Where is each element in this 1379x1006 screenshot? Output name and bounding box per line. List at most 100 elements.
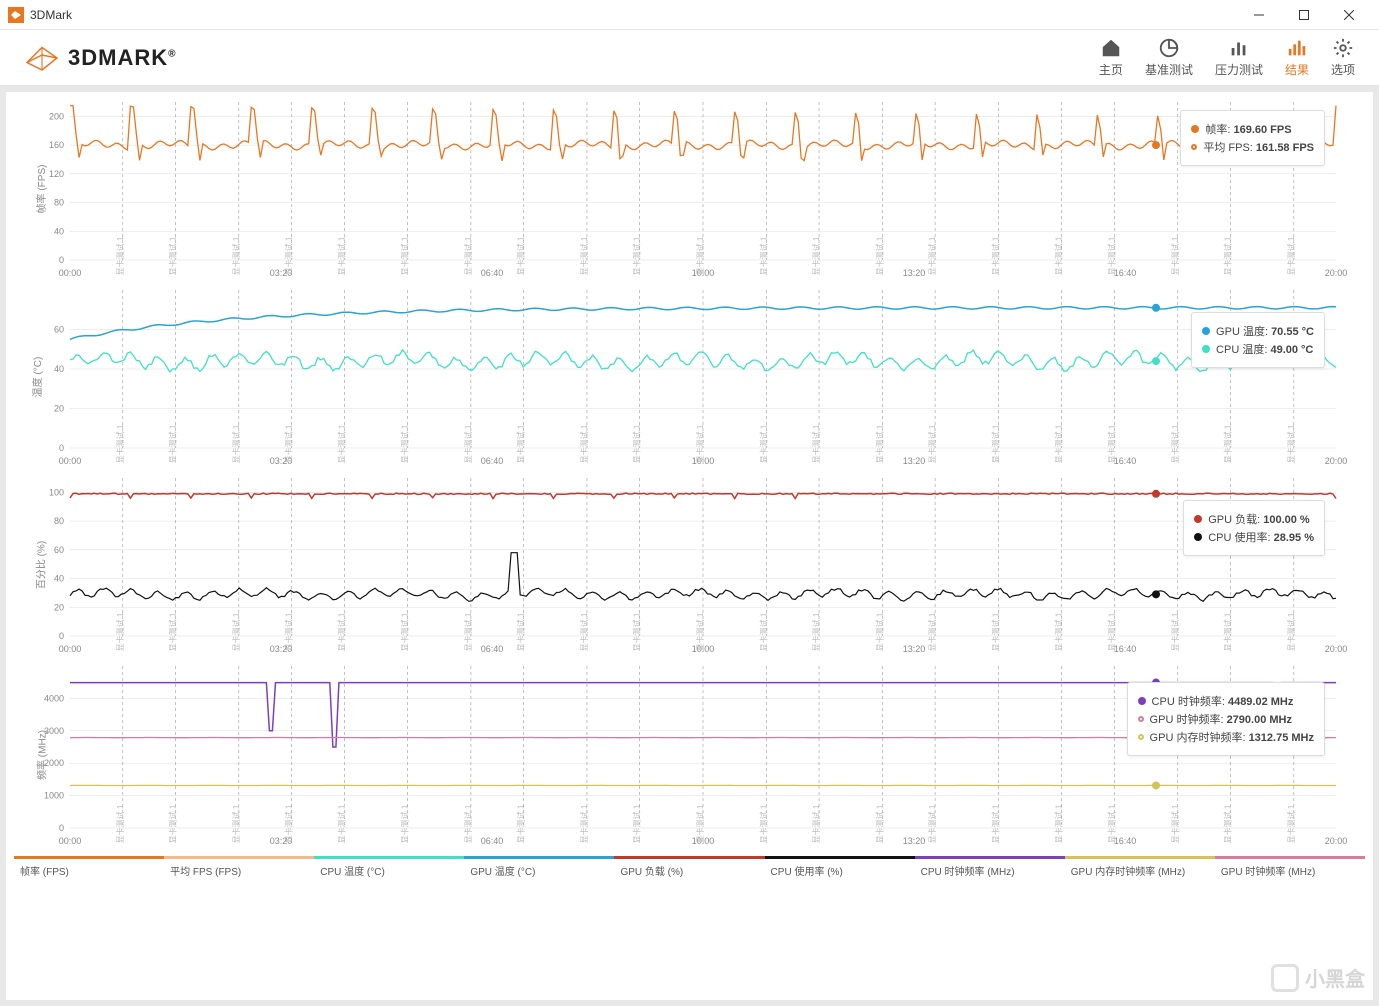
svg-text:显卡测试 1: 显卡测试 1 [579, 236, 589, 275]
chart-panel-fps: 帧率 (FPS)0408012016020000:0003:2006:4010:… [14, 96, 1365, 282]
svg-text:显卡测试 1: 显卡测试 1 [758, 612, 768, 651]
nav-home[interactable]: 主页 [1099, 37, 1123, 78]
bottom-legend-item[interactable]: GPU 温度 (°C) [464, 856, 614, 882]
chart-temp[interactable]: 020406000:0003:2006:4010:0013:2016:4020:… [14, 284, 1354, 470]
watermark: 小黑盒 [1271, 963, 1365, 992]
chart-panel-clock: 频率 (MHz)0100020003000400000:0003:2006:40… [14, 660, 1365, 850]
svg-text:显卡测试 1: 显卡测试 1 [231, 612, 241, 651]
svg-text:00:00: 00:00 [59, 268, 82, 278]
svg-text:06:40: 06:40 [481, 268, 504, 278]
close-button[interactable] [1326, 1, 1371, 29]
chart-fps[interactable]: 0408012016020000:0003:2006:4010:0013:201… [14, 96, 1354, 282]
nav-stress[interactable]: 压力测试 [1215, 37, 1263, 78]
svg-text:00:00: 00:00 [59, 836, 82, 846]
svg-text:显卡测试 1: 显卡测试 1 [115, 804, 125, 843]
nav-benchmarks[interactable]: 基准测试 [1145, 37, 1193, 78]
bottom-legend-item[interactable]: GPU 内存时钟频率 (MHz) [1065, 856, 1215, 882]
svg-text:显卡测试 1: 显卡测试 1 [463, 236, 473, 275]
svg-text:显卡测试 1: 显卡测试 1 [400, 236, 410, 275]
bottom-legend-item[interactable]: GPU 时钟频率 (MHz) [1215, 856, 1365, 882]
legend-row: 帧率: 169.60 FPS [1191, 121, 1314, 137]
bottom-legend-item[interactable]: 平均 FPS (FPS) [164, 856, 314, 882]
window-title: 3DMark [30, 8, 72, 22]
svg-text:显卡测试 1: 显卡测试 1 [990, 804, 1000, 843]
legend-row: GPU 负载: 100.00 % [1194, 511, 1314, 527]
maximize-button[interactable] [1281, 1, 1326, 29]
svg-text:显卡测试 1: 显卡测试 1 [231, 236, 241, 275]
bottom-legend: 帧率 (FPS)平均 FPS (FPS)CPU 温度 (°C)GPU 温度 (°… [14, 856, 1365, 882]
svg-text:显卡测试 1: 显卡测试 1 [758, 424, 768, 463]
svg-text:显卡测试 1: 显卡测试 1 [927, 612, 937, 651]
svg-text:显卡测试 1: 显卡测试 1 [1170, 424, 1180, 463]
svg-text:显卡测试 1: 显卡测试 1 [168, 804, 178, 843]
svg-text:16:40: 16:40 [1114, 268, 1137, 278]
svg-text:0: 0 [59, 443, 64, 453]
y-axis-label: 温度 (°C) [29, 357, 44, 398]
svg-text:06:40: 06:40 [481, 456, 504, 466]
nav-results[interactable]: 结果 [1285, 37, 1309, 78]
svg-text:60: 60 [54, 545, 64, 555]
svg-text:显卡测试 1: 显卡测试 1 [463, 804, 473, 843]
svg-text:显卡测试 1: 显卡测试 1 [927, 804, 937, 843]
svg-text:13:20: 13:20 [903, 644, 926, 654]
svg-text:显卡测试 1: 显卡测试 1 [1286, 424, 1296, 463]
logo-text: 3DMARK® [68, 45, 177, 71]
svg-text:16:40: 16:40 [1114, 836, 1137, 846]
svg-text:显卡测试 1: 显卡测试 1 [811, 236, 821, 275]
results-icon [1286, 37, 1308, 59]
svg-text:显卡测试 1: 显卡测试 1 [1286, 804, 1296, 843]
bottom-legend-item[interactable]: 帧率 (FPS) [14, 856, 164, 882]
bottom-legend-item[interactable]: CPU 使用率 (%) [765, 856, 915, 882]
svg-text:显卡测试 1: 显卡测试 1 [1223, 612, 1233, 651]
legend-row: CPU 时钟频率: 4489.02 MHz [1138, 693, 1314, 709]
svg-text:显卡测试 1: 显卡测试 1 [1170, 804, 1180, 843]
svg-text:60: 60 [54, 325, 64, 335]
chart-pct[interactable]: 02040608010000:0003:2006:4010:0013:2016:… [14, 472, 1354, 658]
bottom-legend-item[interactable]: CPU 时钟频率 (MHz) [915, 856, 1065, 882]
svg-text:显卡测试 1: 显卡测试 1 [115, 424, 125, 463]
svg-text:显卡测试 1: 显卡测试 1 [168, 236, 178, 275]
svg-text:显卡测试 1: 显卡测试 1 [1223, 236, 1233, 275]
svg-text:显卡测试 1: 显卡测试 1 [1054, 424, 1064, 463]
svg-text:显卡测试 1: 显卡测试 1 [632, 236, 642, 275]
svg-text:显卡测试 1: 显卡测试 1 [632, 424, 642, 463]
svg-text:显卡测试 1: 显卡测试 1 [115, 612, 125, 651]
svg-text:显卡测试 1: 显卡测试 1 [516, 612, 526, 651]
legend-fps: 帧率: 169.60 FPS平均 FPS: 161.58 FPS [1180, 110, 1325, 166]
nav-label: 基准测试 [1145, 61, 1193, 78]
bottom-legend-item[interactable]: GPU 负载 (%) [614, 856, 764, 882]
svg-text:1000: 1000 [44, 791, 64, 801]
svg-text:显卡测试 1: 显卡测试 1 [632, 804, 642, 843]
y-axis-label: 频率 (MHz) [34, 730, 49, 780]
svg-text:200: 200 [49, 111, 64, 121]
svg-text:显卡测试 1: 显卡测试 1 [336, 424, 346, 463]
svg-text:0: 0 [59, 631, 64, 641]
minimize-button[interactable] [1236, 1, 1281, 29]
svg-text:显卡测试 1: 显卡测试 1 [874, 424, 884, 463]
svg-text:显卡测试 1: 显卡测试 1 [1223, 804, 1233, 843]
svg-text:显卡测试 1: 显卡测试 1 [400, 612, 410, 651]
app-header: 3DMARK® 主页基准测试 压力测试结果 选项 [0, 30, 1379, 86]
svg-text:显卡测试 1: 显卡测试 1 [1286, 236, 1296, 275]
svg-text:80: 80 [54, 198, 64, 208]
svg-text:13:20: 13:20 [903, 268, 926, 278]
svg-text:0: 0 [59, 823, 64, 833]
svg-text:160: 160 [49, 140, 64, 150]
svg-text:06:40: 06:40 [481, 644, 504, 654]
svg-text:20:00: 20:00 [1325, 644, 1348, 654]
svg-text:显卡测试 1: 显卡测试 1 [284, 236, 294, 275]
legend-row: GPU 内存时钟频率: 1312.75 MHz [1138, 729, 1314, 745]
svg-text:80: 80 [54, 516, 64, 526]
svg-text:00:00: 00:00 [59, 644, 82, 654]
app-icon [8, 7, 24, 23]
bottom-legend-item[interactable]: CPU 温度 (°C) [314, 856, 464, 882]
nav-options[interactable]: 选项 [1331, 37, 1355, 78]
svg-text:显卡测试 1: 显卡测试 1 [1054, 612, 1064, 651]
svg-text:显卡测试 1: 显卡测试 1 [579, 424, 589, 463]
svg-text:显卡测试 1: 显卡测试 1 [1106, 424, 1116, 463]
nav-label: 结果 [1285, 61, 1309, 78]
svg-text:16:40: 16:40 [1114, 644, 1137, 654]
y-axis-label: 百分比 (%) [33, 541, 48, 589]
svg-text:显卡测试 1: 显卡测试 1 [1286, 612, 1296, 651]
svg-text:显卡测试 1: 显卡测试 1 [336, 804, 346, 843]
